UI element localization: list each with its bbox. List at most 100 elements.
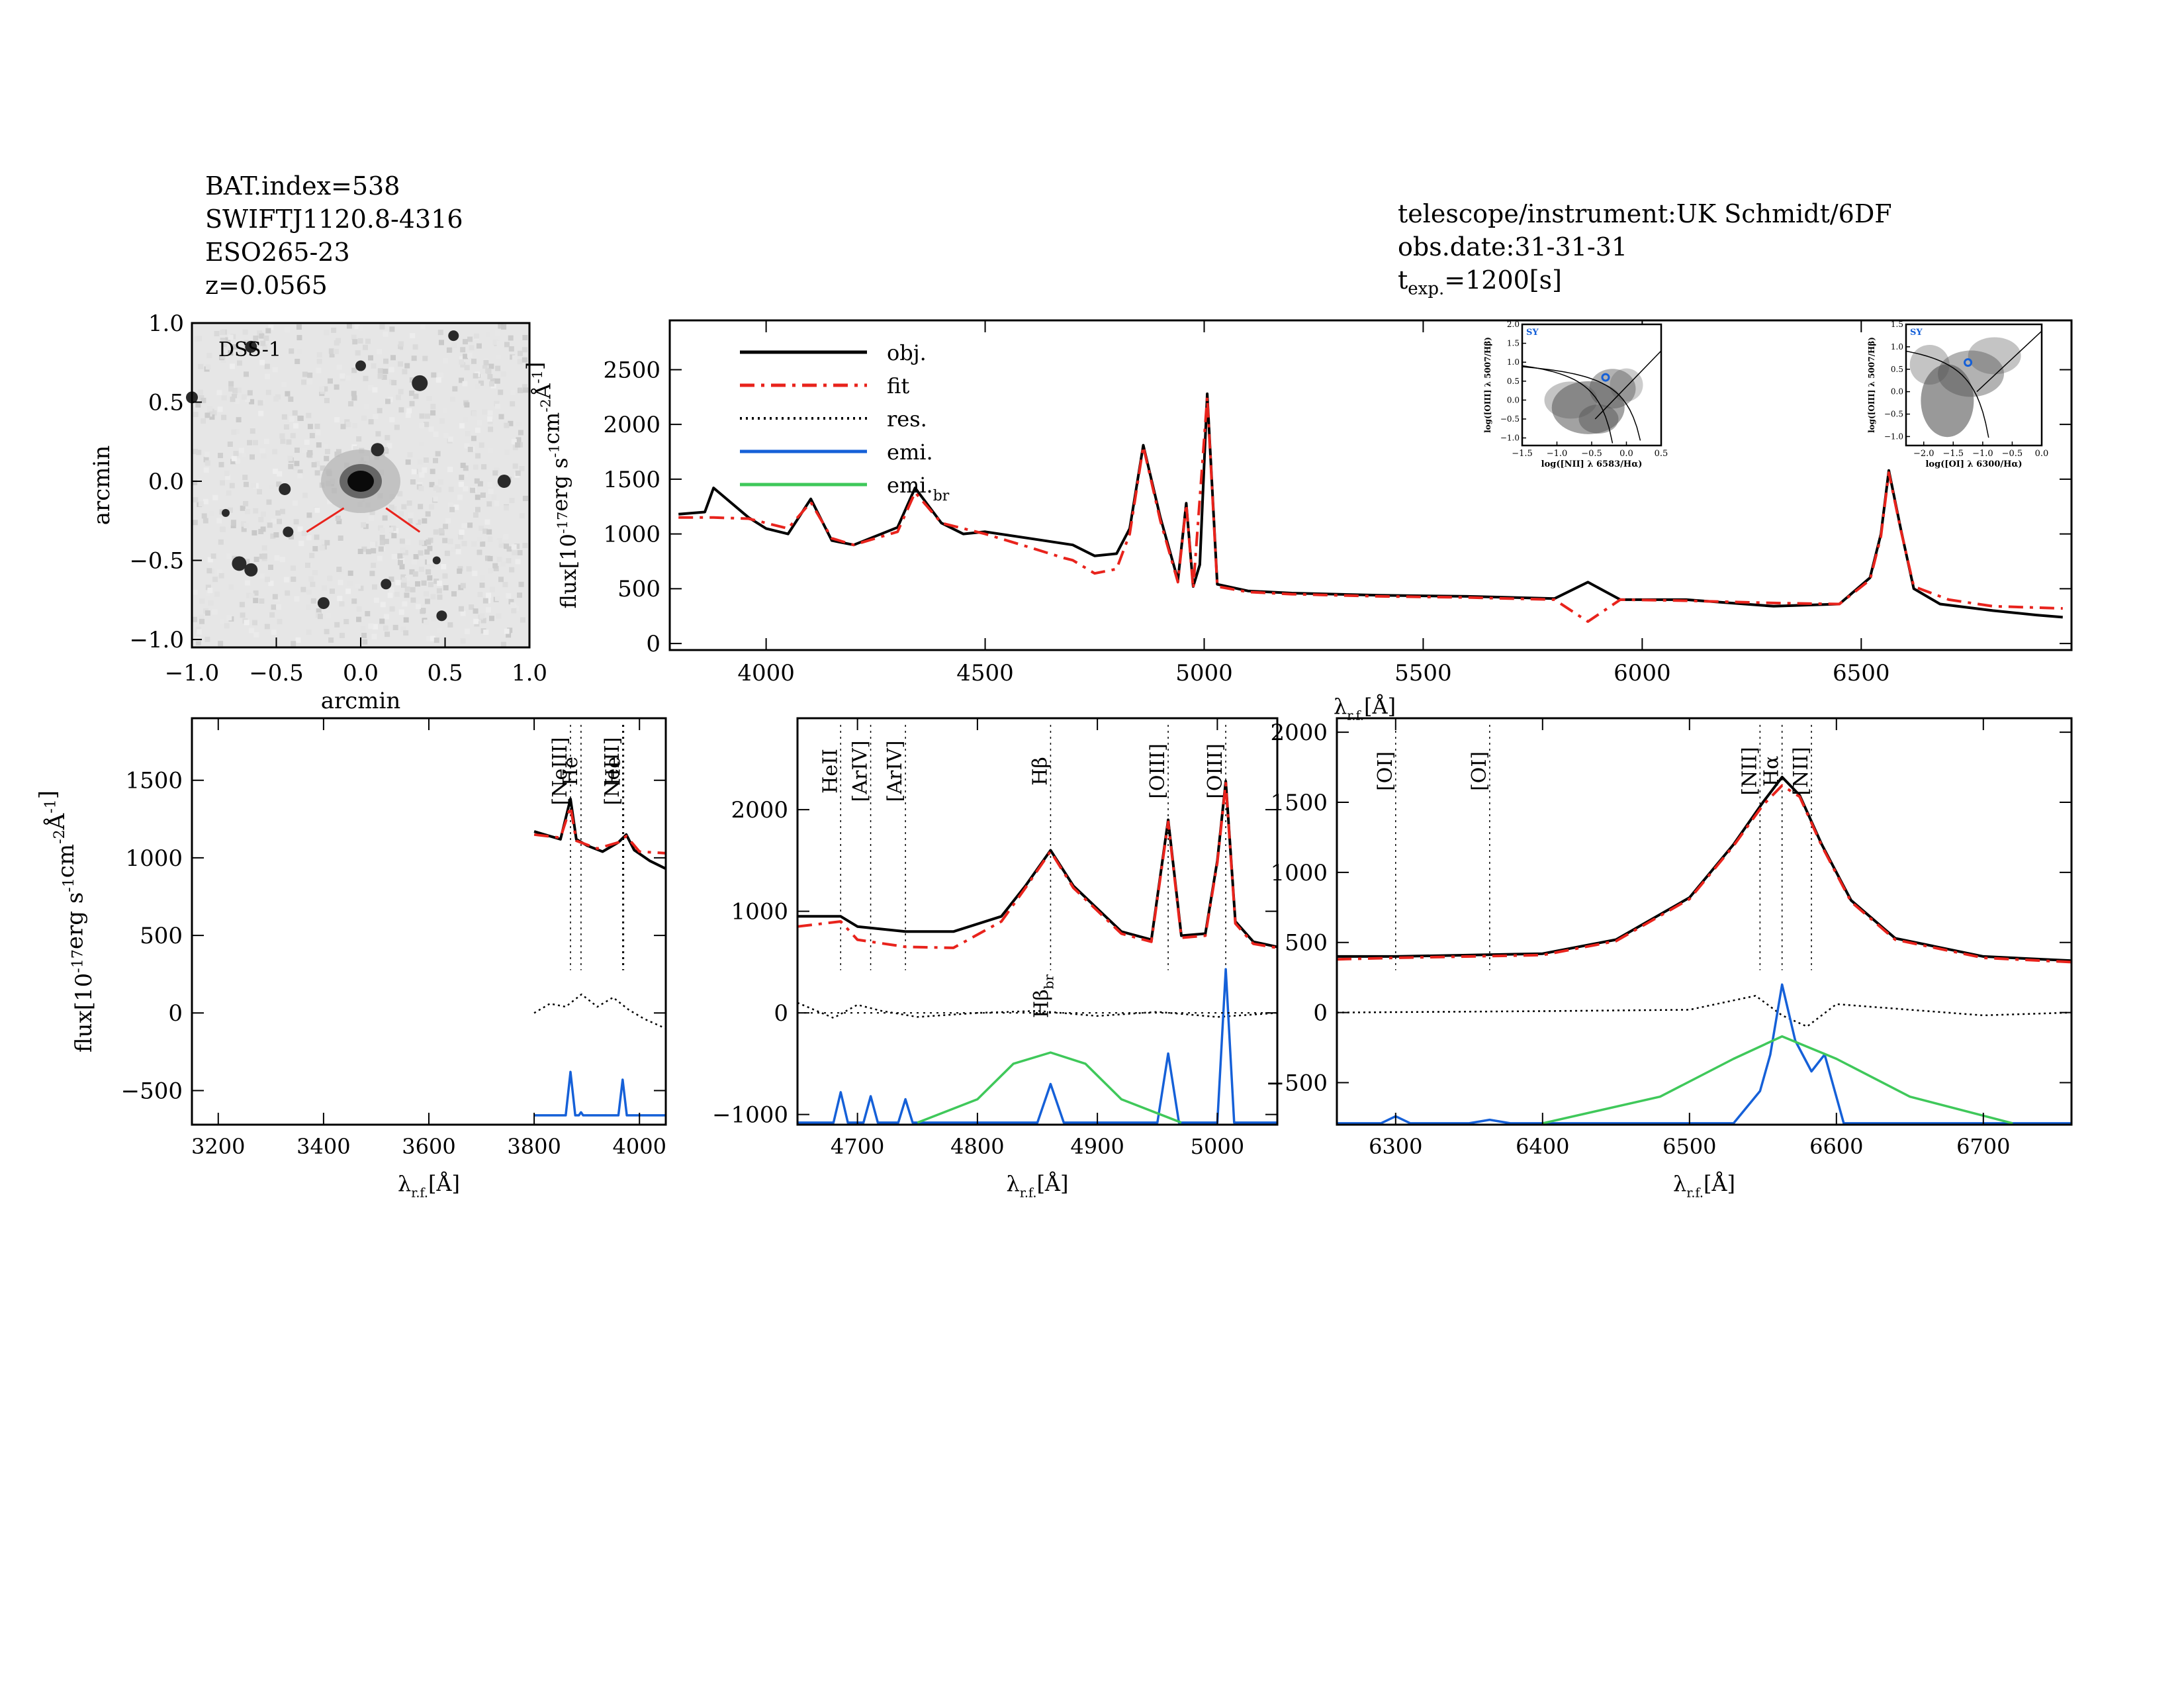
dss-noise-pixel (316, 358, 322, 364)
dss-noise-pixel (347, 581, 353, 586)
dss-noise-pixel (307, 372, 313, 378)
dss-noise-pixel (488, 426, 494, 432)
dss-noise-pixel (409, 400, 415, 406)
dss-noise-pixel (199, 618, 205, 624)
dss-noise-pixel (424, 598, 430, 604)
dss-noise-pixel (228, 350, 234, 355)
dss-noise-pixel (487, 373, 493, 379)
dss-noise-pixel (306, 379, 312, 385)
dss-noise-pixel (241, 526, 247, 532)
source-name: ESO265-23 (205, 238, 350, 267)
dss-noise-pixel (398, 341, 404, 347)
dss-noise-pixel (442, 573, 448, 579)
dss-noise-pixel (465, 628, 470, 634)
dss-noise-pixel (430, 469, 435, 475)
bpt-nii-inset-y-tick-label: 0.5 (1507, 377, 1520, 386)
dss-noise-pixel (463, 472, 469, 478)
dss-noise-pixel (242, 329, 248, 335)
dss-noise-pixel (328, 637, 334, 643)
dss-noise-pixel (477, 549, 482, 555)
dss-noise-pixel (438, 479, 444, 485)
dss-noise-pixel (361, 546, 367, 552)
dss-noise-pixel (230, 520, 236, 526)
dss-noise-pixel (467, 336, 473, 342)
dss-noise-pixel (332, 427, 338, 433)
dss-noise-pixel (291, 577, 296, 582)
hbeta-broad-label: Hβbr (1030, 974, 1056, 1018)
lambda-unit: [Å] (1364, 694, 1396, 719)
dss-noise-pixel (261, 511, 266, 517)
star (432, 556, 441, 565)
dss-noise-pixel (429, 504, 435, 510)
dss-noise-pixel (357, 338, 363, 344)
dss-noise-pixel (273, 469, 279, 474)
flux-label-part: -1 (42, 799, 60, 814)
dss-noise-pixel (317, 614, 323, 620)
dss-noise-pixel (412, 559, 418, 565)
dss-noise-pixel (516, 437, 522, 443)
dss-noise-pixel (193, 449, 198, 455)
dss-noise-pixel (244, 523, 250, 528)
dss-noise-pixel (475, 494, 480, 500)
dss-noise-pixel (443, 438, 449, 444)
dss-noise-pixel (272, 367, 278, 373)
dss-noise-pixel (352, 339, 358, 345)
dss-noise-pixel (259, 448, 265, 454)
dss-noise-pixel (368, 355, 373, 361)
dss-noise-pixel (510, 401, 516, 407)
series-res-line (1336, 994, 2072, 1028)
dss-noise-pixel (410, 586, 416, 592)
dss-noise-pixel (298, 416, 304, 421)
dss-noise-pixel (404, 363, 410, 369)
dss-noise-pixel (288, 463, 294, 469)
dss-noise-pixel (447, 436, 453, 442)
dss-noise-pixel (221, 414, 227, 420)
dss-noise-pixel (244, 559, 250, 565)
dss-noise-pixel (383, 358, 388, 364)
dss-noise-pixel (479, 575, 485, 581)
dss-noise-pixel (227, 442, 233, 447)
dss-noise-pixel (394, 591, 400, 597)
dss-noise-pixel (389, 606, 395, 612)
dss-noise-pixel (277, 471, 283, 477)
dss-noise-pixel (203, 467, 209, 473)
dss-noise-pixel (285, 326, 291, 332)
dss-noise-pixel (431, 616, 437, 622)
dss-noise-pixel (472, 571, 478, 577)
dss-noise-pixel (475, 506, 480, 512)
dss-noise-pixel (481, 464, 487, 470)
dss-noise-pixel (381, 374, 387, 380)
dss-noise-pixel (423, 457, 429, 463)
dss-noise-pixel (449, 506, 455, 512)
dss-noise-pixel (463, 486, 469, 492)
dss-noise-pixel (457, 494, 463, 500)
dss-noise-pixel (486, 607, 492, 613)
dss-noise-pixel (358, 326, 364, 332)
dss-noise-pixel (471, 358, 477, 364)
dss-noise-pixel (252, 620, 257, 626)
bpt-nii-inset-y-tick-label: 1.5 (1507, 339, 1520, 348)
dss-noise-pixel (337, 596, 343, 602)
dss-noise-pixel (460, 583, 466, 588)
dss-noise-pixel (324, 629, 330, 635)
main-spectrum-plot (678, 392, 2063, 623)
dss-noise-pixel (517, 592, 522, 598)
panel-halpha-x-tick-label: 6300 (1369, 1134, 1422, 1159)
dss-noise-pixel (195, 635, 201, 641)
dss-noise-pixel (203, 518, 208, 524)
dss-noise-pixel (312, 545, 318, 551)
dss-noise-pixel (372, 584, 377, 590)
dss-noise-pixel (511, 544, 517, 550)
dss-noise-pixel (281, 414, 287, 420)
dss-noise-pixel (438, 373, 443, 379)
dss-noise-pixel (479, 613, 485, 619)
dss-noise-pixel (296, 324, 302, 330)
dss-noise-pixel (373, 624, 378, 630)
dss-noise-pixel (226, 553, 232, 559)
dss-noise-pixel (498, 389, 504, 395)
dss-noise-pixel (316, 442, 322, 448)
dss-noise-pixel (419, 413, 425, 419)
dss-noise-pixel (420, 608, 426, 614)
dss-noise-pixel (297, 469, 303, 475)
dss-noise-pixel (236, 387, 242, 393)
